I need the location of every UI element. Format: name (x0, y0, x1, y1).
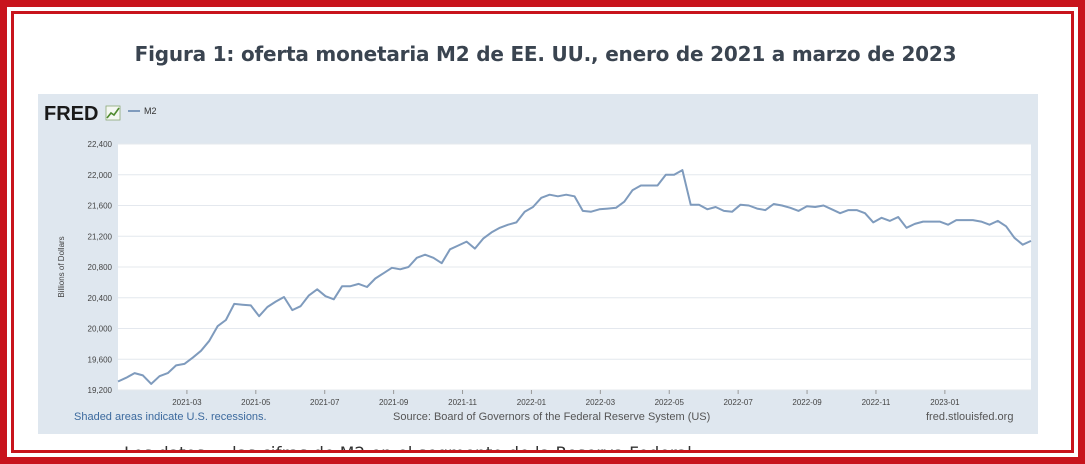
x-tick-label: 2022-07 (723, 398, 753, 407)
x-tick-label: 2021-07 (310, 398, 340, 407)
x-tick-label: 2021-03 (172, 398, 202, 407)
y-tick-label: 19,600 (88, 355, 113, 364)
m2-line-chart: FRED M2 19,200 19,600 20,000 20,400 20,800 21… (44, 103, 1032, 423)
x-tick-label: 2022-05 (655, 398, 685, 407)
gridlines (118, 143, 1031, 391)
fred-chart-panel: FRED M2 19,200 19,600 20,000 20,400 20,800 21… (38, 94, 1038, 434)
x-axis-ticks: 2021-03 2021-05 2021-07 2021-09 2021-11 2022-… (172, 390, 960, 407)
x-tick-label: 2021-09 (379, 398, 409, 407)
y-tick-label: 20,800 (88, 263, 113, 272)
figure-container: Figura 1: oferta monetaria M2 de EE. UU.… (11, 11, 1074, 453)
x-tick-label: 2021-05 (241, 398, 271, 407)
x-tick-label: 2022-01 (517, 398, 547, 407)
footer-source: Source: Board of Governors of the Federa… (393, 411, 710, 423)
fred-logo-text: FRED (44, 103, 98, 125)
x-tick-label: 2022-09 (792, 398, 822, 407)
footer-fred-url: fred.stlouisfed.org (926, 411, 1013, 423)
figure-title: Figura 1: oferta monetaria M2 de EE. UU.… (134, 42, 957, 66)
x-tick-label: 2022-11 (862, 398, 891, 407)
fred-logo-graph-icon (105, 105, 121, 121)
y-tick-label: 21,200 (88, 232, 113, 241)
series-line-m2 (117, 169, 1032, 385)
cut-off-body-text: Los datos ... las cifras de M2 en el seg… (124, 444, 713, 450)
x-tick-label: 2023-01 (930, 398, 960, 407)
y-tick-label: 22,000 (88, 171, 113, 180)
y-tick-label: 19,200 (88, 386, 113, 395)
legend-label-m2: M2 (144, 106, 157, 116)
x-tick-label: 2021-11 (448, 398, 477, 407)
footer-recessions-note: Shaded areas indicate U.S. recessions. (74, 411, 267, 423)
y-axis-label: Billions of Dollars (57, 236, 66, 297)
y-axis-ticks: 19,200 19,600 20,000 20,400 20,800 21,200 21,6… (88, 140, 113, 395)
y-tick-label: 21,600 (88, 202, 113, 211)
y-tick-label: 22,400 (88, 140, 113, 149)
y-tick-label: 20,000 (88, 325, 113, 334)
x-tick-label: 2022-03 (586, 398, 616, 407)
y-tick-label: 20,400 (88, 294, 113, 303)
